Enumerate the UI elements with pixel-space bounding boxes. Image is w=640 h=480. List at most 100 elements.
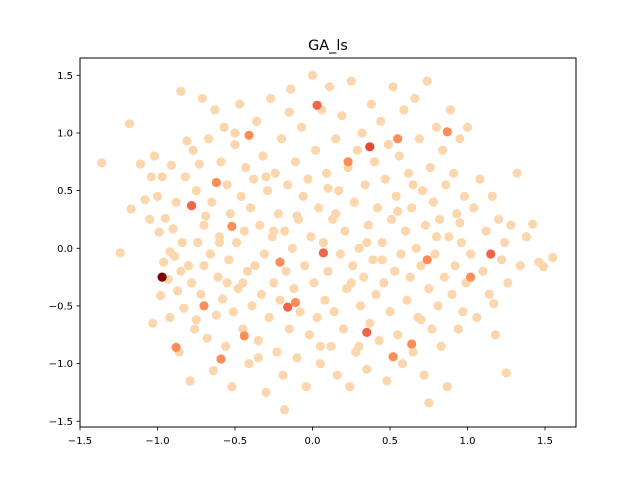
scatter-point <box>135 159 145 169</box>
scatter-point-highlight <box>486 249 496 259</box>
scatter-point <box>261 387 271 397</box>
scatter-point <box>422 76 432 86</box>
scatter-point <box>397 359 407 369</box>
scatter-point <box>218 294 228 304</box>
scatter-point <box>466 249 476 259</box>
scatter-point <box>191 186 201 196</box>
scatter-point-highlight <box>244 130 254 140</box>
scatter-point <box>275 295 285 305</box>
scatter-point <box>222 278 232 288</box>
scatter-point-highlight <box>171 342 181 352</box>
scatter-point-highlight <box>199 301 209 311</box>
scatter-point <box>396 249 406 259</box>
scatter-point <box>436 341 446 351</box>
scatter-point-highlight <box>318 248 328 258</box>
scatter-point <box>311 145 321 155</box>
scatter-point <box>173 286 183 296</box>
scatter-point <box>538 262 549 272</box>
scatter-point <box>188 145 198 155</box>
scatter-point <box>182 136 192 146</box>
scatter-point <box>362 364 372 374</box>
x-axis: −1.5 −1.0 −0.5 0.0 0.5 1.0 1.5 <box>68 427 553 447</box>
scatter-point <box>419 370 429 380</box>
scatter-point <box>280 226 290 236</box>
scatter-point <box>318 237 328 248</box>
scatter-point <box>394 151 404 161</box>
scatter-point <box>204 134 214 144</box>
scatter-point <box>366 99 376 109</box>
scatter-point <box>332 370 342 380</box>
scatter-point <box>247 301 257 311</box>
scatter-point <box>272 347 282 357</box>
scatter-point <box>478 266 488 276</box>
scatter-point <box>148 318 158 328</box>
scatter-point-highlight <box>157 272 167 282</box>
scatter-point <box>166 160 176 170</box>
scatter-point <box>214 237 225 248</box>
scatter-point <box>360 180 370 190</box>
scatter-point <box>512 168 522 178</box>
scatter-point <box>335 249 345 259</box>
scatter-point <box>250 261 260 271</box>
scatter-point <box>410 93 420 103</box>
scatter-point <box>249 174 259 184</box>
scatter-point <box>355 301 366 311</box>
scatter-point <box>431 232 442 242</box>
scatter-point-highlight <box>239 331 249 341</box>
scatter-point <box>428 197 438 207</box>
scatter-point <box>447 289 457 299</box>
scatter-point <box>261 172 271 182</box>
scatter-point <box>266 93 276 103</box>
scatter-point <box>309 278 319 288</box>
scatter-point-highlight <box>407 339 417 349</box>
scatter-point <box>500 237 510 248</box>
scatter-point <box>196 289 206 299</box>
scatter-point <box>230 139 240 150</box>
scatter-point <box>393 206 403 216</box>
y-tick-label: −0.5 <box>49 302 73 313</box>
scatter-point <box>340 226 350 236</box>
scatter-point <box>439 272 449 282</box>
scatter-point <box>159 257 169 267</box>
scatter-point-highlight <box>211 177 221 188</box>
scatter-point <box>481 226 491 236</box>
scatter-point <box>487 191 497 201</box>
scatter-point <box>425 162 435 173</box>
scatter-point <box>224 255 234 265</box>
scatter-point <box>331 209 341 219</box>
scatter-point <box>157 172 167 182</box>
scatter-point <box>405 272 415 282</box>
scatter-point <box>171 197 181 207</box>
scatter-point <box>490 330 500 340</box>
y-tick-label: 1.0 <box>57 129 73 140</box>
y-tick-label: 1.5 <box>57 71 73 82</box>
scatter-point <box>264 312 274 323</box>
scatter-point <box>363 220 373 230</box>
x-tick-label: 0.5 <box>382 436 398 447</box>
scatter-point <box>427 324 437 334</box>
chart-title: GA_ls <box>308 38 348 54</box>
scatter-point <box>238 324 248 334</box>
scatter-point <box>241 162 251 173</box>
scatter-point <box>283 180 293 190</box>
scatter-point <box>292 211 302 221</box>
scatter-point <box>320 295 330 305</box>
scatter-point-highlight <box>343 157 353 167</box>
plot-frame <box>79 57 577 428</box>
scatter-point <box>359 272 369 282</box>
scatter-point <box>346 278 356 288</box>
scatter-point-highlight <box>290 297 300 308</box>
scatter-point <box>455 218 465 228</box>
scatter-point <box>404 168 414 178</box>
scatter-point <box>456 237 466 248</box>
scatter-point <box>210 105 220 115</box>
scatter-point <box>156 290 166 301</box>
scatter-point <box>503 278 513 288</box>
scatter-point <box>430 249 440 259</box>
scatter-point <box>380 174 390 184</box>
scatter-point <box>408 180 418 190</box>
scatter-point <box>345 382 355 392</box>
x-tick-label: 0.0 <box>305 436 321 447</box>
scatter-point <box>149 151 159 161</box>
scatter-point <box>424 284 434 294</box>
